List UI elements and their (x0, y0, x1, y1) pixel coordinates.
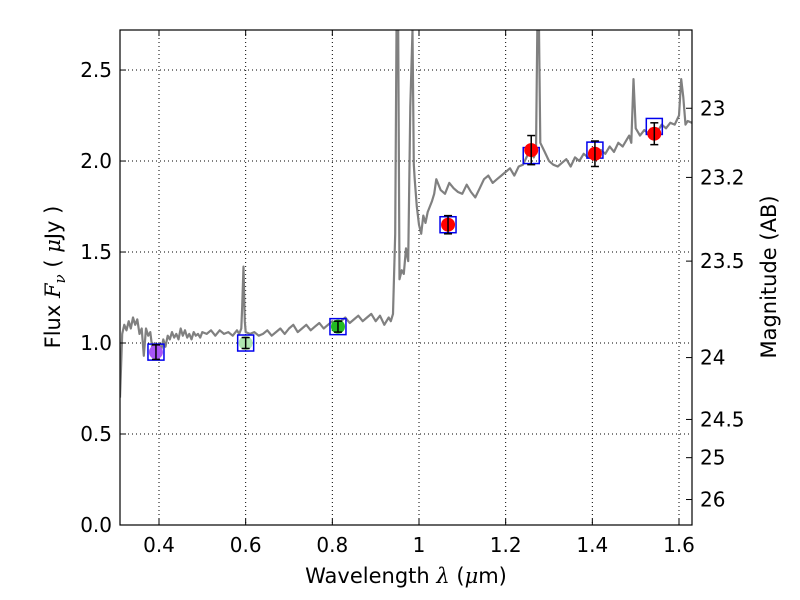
y-tick-label: 0.0 (80, 513, 112, 537)
y-tick-label: 2.0 (80, 149, 112, 173)
y-tick-label: 1.5 (80, 240, 112, 264)
y-tick-label: 2.5 (80, 58, 112, 82)
y-tick-label: 1.0 (80, 331, 112, 355)
x-tick-label: 1.4 (576, 533, 608, 557)
x-tick-label: 0.8 (316, 533, 348, 557)
marker-layer (147, 117, 664, 361)
y2-tick-label: 24.5 (700, 407, 745, 431)
y-tick-label: 0.5 (80, 422, 112, 446)
spectrum-line (120, 30, 692, 398)
y2-tick-label: 26 (700, 488, 725, 512)
y2-tick-label: 23.5 (700, 249, 745, 273)
ticks: 0.4 0.6 0.8 1 1.2 1.4 1.6 0.0 0.5 1.0 1.5 2.0 2.5 23 2… (80, 30, 745, 557)
y2-tick-label: 24 (700, 346, 725, 370)
model-box-band-2 (236, 334, 255, 352)
grid (120, 30, 692, 526)
model-box-band-3 (329, 317, 347, 336)
y2-tick-label: 23 (700, 96, 725, 120)
plot-frame (119, 29, 693, 526)
series-layer (120, 30, 692, 398)
y2-tick-label: 23.2 (700, 165, 745, 189)
x-tick-label: 0.4 (143, 533, 175, 557)
x-tick-label: 1.2 (490, 533, 522, 557)
y2-axis-label: Magnitude (AB) (757, 195, 781, 358)
x-tick-label: 1 (413, 533, 426, 557)
x-tick-label: 1.6 (663, 533, 695, 557)
y-axis-label: Flux Fν ( μJy ) (41, 206, 69, 349)
x-tick-label: 0.6 (230, 533, 262, 557)
x-axis-label: Wavelength λ (μm) (305, 564, 507, 588)
y2-tick-label: 25 (700, 446, 725, 470)
